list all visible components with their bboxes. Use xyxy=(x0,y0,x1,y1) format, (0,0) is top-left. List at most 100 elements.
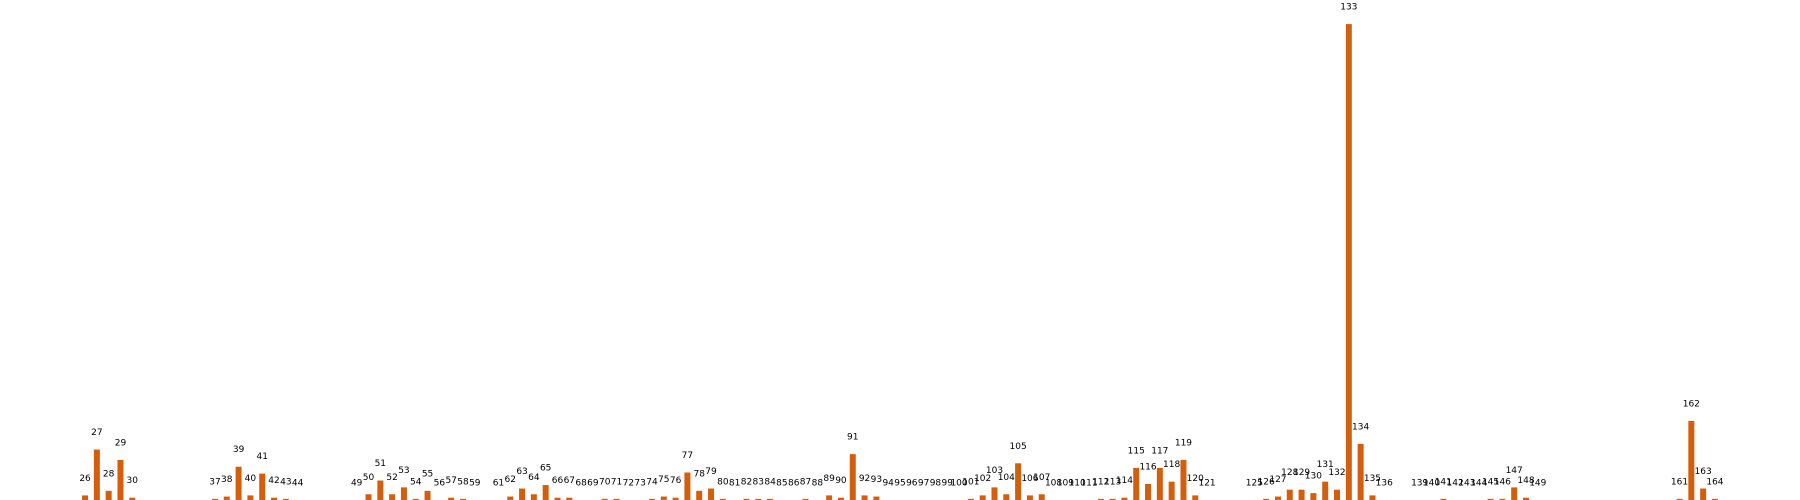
bar-label: 61 xyxy=(493,479,504,489)
bar xyxy=(767,498,774,500)
bar-label: 69 xyxy=(587,479,599,489)
bar-label: 92 xyxy=(859,474,870,484)
bar xyxy=(1097,498,1104,500)
bar-label: 64 xyxy=(528,473,540,483)
bar-label: 51 xyxy=(375,459,386,469)
bar xyxy=(1026,495,1033,500)
bar-label: 68 xyxy=(575,479,587,489)
bar-label: 148 xyxy=(1517,476,1534,486)
bar-label: 115 xyxy=(1128,446,1145,456)
bar xyxy=(1487,498,1494,500)
bar-label: 107 xyxy=(1033,473,1050,483)
bar xyxy=(211,498,218,500)
bar-label: 65 xyxy=(540,464,551,474)
bar-label: 84 xyxy=(764,477,776,487)
bar-label: 110 xyxy=(1069,479,1086,489)
bar xyxy=(991,487,998,500)
bar xyxy=(648,498,655,500)
bar-label: 108 xyxy=(1045,479,1062,489)
bar xyxy=(1334,489,1341,500)
bar xyxy=(672,497,679,500)
bar xyxy=(1345,24,1352,500)
bar xyxy=(1133,467,1140,500)
bar-label: 100 xyxy=(950,479,967,489)
bar-label: 54 xyxy=(410,477,422,487)
bar xyxy=(1499,498,1506,500)
bar xyxy=(566,497,573,500)
bar-label: 38 xyxy=(221,475,233,485)
bar-label: 28 xyxy=(103,469,115,479)
bar-label: 131 xyxy=(1317,460,1334,470)
bar-label: 76 xyxy=(670,476,682,486)
bar-label: 141 xyxy=(1435,477,1452,487)
bar-label: 91 xyxy=(847,433,858,443)
bar xyxy=(400,487,407,500)
bar-label: 140 xyxy=(1423,479,1440,489)
bar-label: 162 xyxy=(1683,399,1700,409)
bar xyxy=(684,472,691,500)
bar-label: 145 xyxy=(1482,477,1499,487)
bar xyxy=(1286,489,1293,500)
bar xyxy=(1038,494,1045,500)
bar-label: 161 xyxy=(1671,477,1688,487)
bar xyxy=(448,497,455,500)
bar xyxy=(1263,498,1270,500)
bar xyxy=(93,449,100,500)
bar xyxy=(613,498,620,500)
bar xyxy=(1440,498,1447,500)
bar-label: 70 xyxy=(599,477,611,487)
bar-label: 121 xyxy=(1198,479,1215,489)
bar-label: 80 xyxy=(717,477,729,487)
bar-label: 112 xyxy=(1092,477,1109,487)
bar xyxy=(82,495,89,500)
bar-label: 104 xyxy=(998,473,1015,483)
bar-label: 26 xyxy=(79,474,91,484)
bar-label: 116 xyxy=(1139,462,1156,472)
bar xyxy=(1522,497,1529,500)
bar xyxy=(1688,420,1695,500)
bar-label: 144 xyxy=(1470,479,1487,489)
bar-label: 89 xyxy=(823,474,835,484)
bar xyxy=(601,498,608,500)
bar-label: 164 xyxy=(1706,477,1723,487)
bar xyxy=(696,490,703,500)
bar-label: 90 xyxy=(835,476,847,486)
bar-label: 133 xyxy=(1340,3,1357,13)
bar xyxy=(530,494,537,500)
bar xyxy=(873,496,880,500)
bar-label: 82 xyxy=(741,477,752,487)
bar-label: 72 xyxy=(623,479,634,489)
bar xyxy=(1003,494,1010,500)
bar-label: 103 xyxy=(986,466,1003,476)
bar xyxy=(1156,467,1163,500)
bar-label: 86 xyxy=(788,479,800,489)
bar xyxy=(271,497,278,500)
bar-label: 99 xyxy=(942,479,954,489)
bar-label: 30 xyxy=(127,476,139,486)
bar-label: 114 xyxy=(1116,476,1133,486)
bar-label: 96 xyxy=(906,479,918,489)
bar-label: 106 xyxy=(1021,474,1038,484)
bar-label: 73 xyxy=(634,479,645,489)
bar xyxy=(1121,497,1128,500)
bar-label: 132 xyxy=(1328,468,1345,478)
bar-label: 109 xyxy=(1057,479,1074,489)
bar-label: 44 xyxy=(292,479,304,489)
bar xyxy=(1357,443,1364,500)
bar xyxy=(979,495,986,500)
bar-label: 27 xyxy=(91,428,102,438)
bar-label: 55 xyxy=(422,469,433,479)
bar xyxy=(837,497,844,500)
bar-label: 39 xyxy=(233,445,245,455)
bar-label: 97 xyxy=(918,479,929,489)
bar-label: 85 xyxy=(776,479,787,489)
bar xyxy=(377,480,384,500)
bar xyxy=(967,498,974,500)
bar xyxy=(424,490,431,500)
bar xyxy=(1192,495,1199,500)
bar xyxy=(519,488,526,500)
bar xyxy=(719,498,726,500)
bar xyxy=(1274,496,1281,500)
bar xyxy=(389,494,396,500)
bar-label: 75 xyxy=(658,475,669,485)
